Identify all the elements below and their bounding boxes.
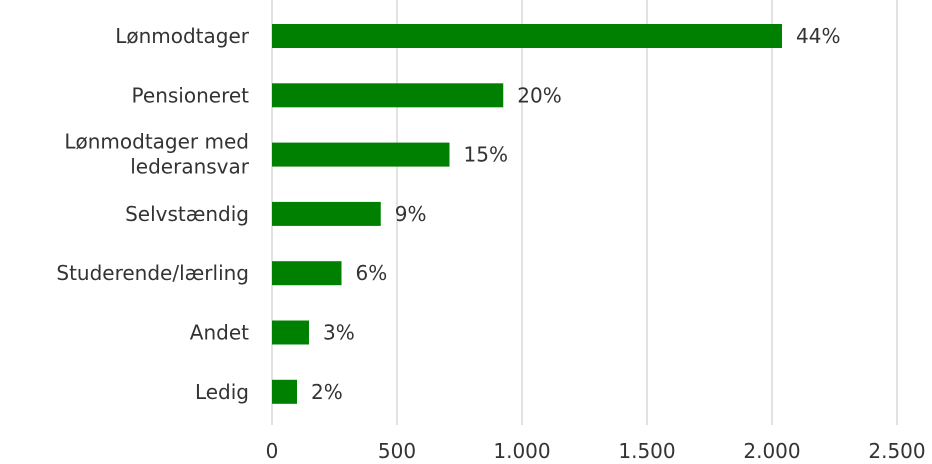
- bars: [272, 24, 782, 404]
- category-label: Selvstændig: [125, 202, 249, 226]
- bar: [272, 142, 450, 167]
- category-label: Pensioneret: [132, 83, 250, 107]
- category-label: Lønmodtager med lederansvar: [64, 130, 249, 179]
- bar: [272, 201, 381, 226]
- x-tick-label: 500: [378, 439, 416, 463]
- data-label: 9%: [395, 202, 427, 226]
- gridlines: [271, 0, 898, 425]
- x-tick-label: 2.000: [743, 439, 800, 463]
- x-tick-labels: 0 500 1.000 1.500 2.000 2.500: [266, 439, 926, 463]
- bar: [272, 379, 297, 404]
- bar: [272, 261, 342, 286]
- category-label: Ledig: [195, 380, 249, 404]
- bar: [272, 83, 504, 108]
- category-label: Lønmodtager: [115, 24, 250, 48]
- bar: [272, 24, 782, 48]
- x-tick-label: 0: [266, 439, 279, 463]
- category-label: Andet: [190, 321, 249, 345]
- data-labels: 44% 20% 15% 9% 6% 3% 2%: [311, 24, 840, 404]
- data-label: 20%: [517, 83, 561, 107]
- x-tick-label: 1.500: [618, 439, 675, 463]
- category-label: Studerende/lærling: [56, 261, 249, 285]
- data-label: 15%: [464, 143, 508, 167]
- data-label: 2%: [311, 380, 343, 404]
- x-tick-label: 1.000: [493, 439, 550, 463]
- x-tick-label: 2.500: [868, 439, 925, 463]
- data-label: 6%: [356, 261, 388, 285]
- bar: [272, 320, 309, 345]
- category-labels: Lønmodtager Pensioneret Lønmodtager med led…: [56, 24, 249, 404]
- data-label: 44%: [796, 24, 840, 48]
- data-label: 3%: [323, 321, 355, 345]
